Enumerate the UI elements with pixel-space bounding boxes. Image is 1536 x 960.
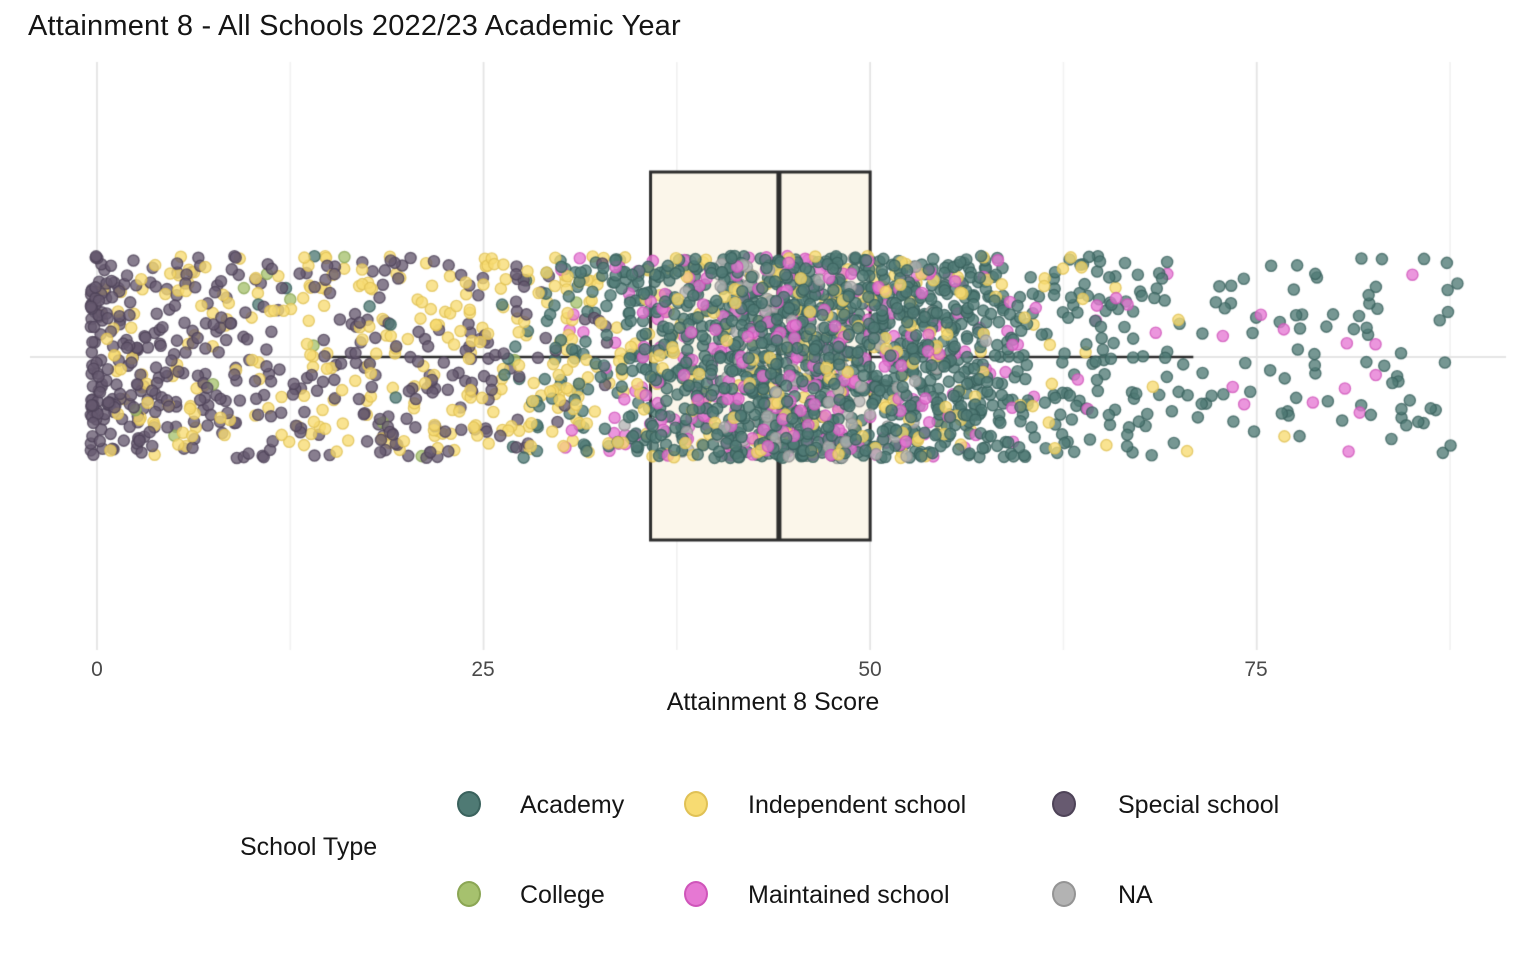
legend-label: College bbox=[520, 881, 605, 909]
page-title: Attainment 8 - All Schools 2022/23 Acade… bbox=[28, 10, 681, 42]
x-tick-0: 0 bbox=[91, 658, 103, 681]
x-tick-25: 25 bbox=[471, 658, 495, 681]
special-school-swatch-icon bbox=[1052, 791, 1076, 817]
x-tick-50: 50 bbox=[858, 658, 882, 681]
legend-label: Special school bbox=[1118, 791, 1280, 819]
x-tick-75: 75 bbox=[1244, 658, 1268, 681]
x-axis-title: Attainment 8 Score bbox=[666, 688, 880, 716]
legend-label: Academy bbox=[520, 791, 625, 819]
na-swatch-icon bbox=[1052, 881, 1076, 907]
academy-swatch-icon bbox=[457, 791, 481, 817]
legend-title: School Type bbox=[240, 833, 378, 861]
college-swatch-icon bbox=[457, 881, 481, 907]
legend-label: Maintained school bbox=[748, 881, 950, 909]
independent-school-swatch-icon bbox=[684, 791, 708, 817]
legend-label: NA bbox=[1118, 881, 1153, 909]
maintained-school-swatch-icon bbox=[684, 881, 708, 907]
legend-label: Independent school bbox=[748, 791, 967, 819]
